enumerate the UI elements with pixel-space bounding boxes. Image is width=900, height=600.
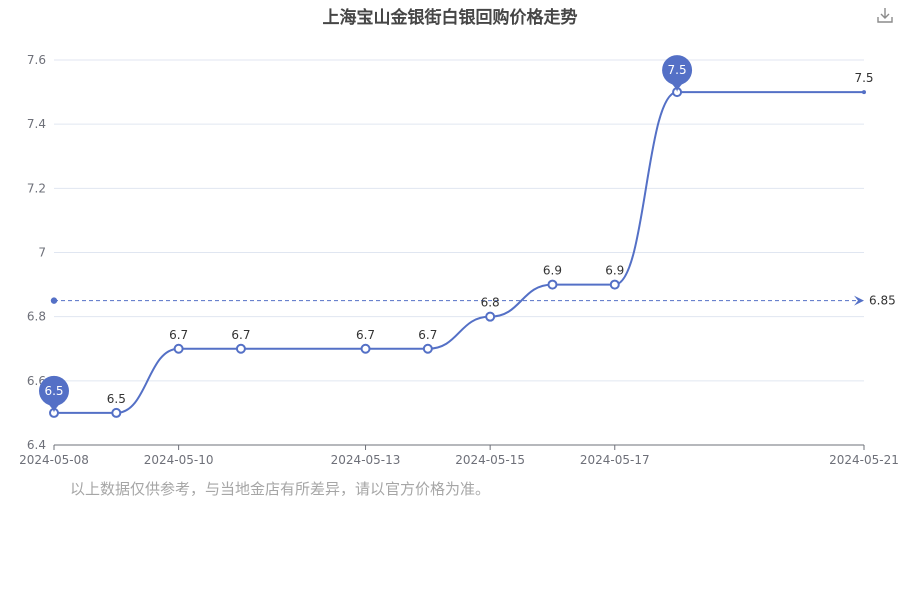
max-marker-label: 7.5: [668, 63, 687, 77]
x-tick-label: 2024-05-17: [580, 453, 650, 467]
max-marker: [662, 55, 693, 86]
data-label: 7.5: [854, 71, 873, 85]
data-point: [173, 343, 184, 354]
data-point: [609, 279, 620, 290]
average-line-arrow: [854, 295, 864, 306]
data-point: [360, 343, 371, 354]
x-tick-label: 2024-05-13: [331, 453, 401, 467]
average-line-label: 6.85: [869, 294, 896, 308]
data-point: [547, 279, 558, 290]
data-label: 6.7: [169, 328, 188, 342]
data-label: 6.9: [605, 264, 624, 278]
min-marker-label: 6.5: [44, 384, 63, 398]
series-line: [53, 91, 864, 414]
data-label: 6.7: [231, 328, 250, 342]
y-tick-label: 7.2: [27, 181, 46, 195]
y-tick-label: 6.4: [27, 438, 46, 452]
disclaimer-note: 以上数据仅供参考，与当地金店有所差异，请以官方价格为准。: [70, 480, 491, 498]
min-marker: [39, 375, 69, 406]
y-tick-label: 7: [38, 246, 46, 260]
y-tick-label: 7.4: [27, 117, 46, 131]
data-label: 6.5: [107, 392, 126, 406]
data-point: [235, 343, 246, 354]
x-tick-label: 2024-05-21: [829, 453, 899, 467]
data-label: 6.9: [543, 264, 562, 278]
data-label: 6.7: [418, 328, 437, 342]
x-tick-label: 2024-05-10: [144, 453, 214, 467]
x-tick-label: 2024-05-08: [19, 453, 89, 467]
data-point: [422, 343, 433, 354]
data-point: [111, 407, 122, 418]
average-line-start: [50, 297, 58, 304]
data-label: 6.8: [481, 296, 500, 310]
data-label: 6.7: [356, 328, 375, 342]
chart-title: 上海宝山金银街白银回购价格走势: [322, 8, 578, 28]
x-tick-label: 2024-05-15: [455, 453, 525, 467]
download-icon[interactable]: [876, 6, 894, 24]
data-point: [485, 311, 496, 322]
y-tick-label: 7.6: [27, 53, 46, 67]
y-tick-label: 6.8: [27, 310, 46, 324]
data-point: [862, 90, 866, 95]
